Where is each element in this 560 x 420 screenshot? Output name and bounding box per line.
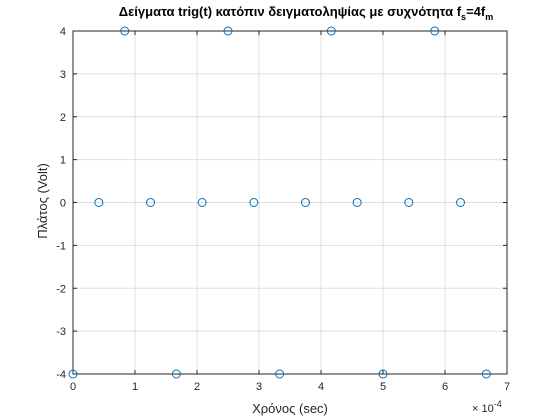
data-point-marker bbox=[94, 198, 104, 207]
data-point-marker bbox=[146, 198, 155, 207]
data-point-marker bbox=[326, 26, 336, 36]
x-tick-label: 5 bbox=[380, 381, 386, 393]
data-points bbox=[68, 26, 491, 379]
data-point-marker bbox=[404, 198, 414, 207]
y-tick-label: 2 bbox=[60, 112, 66, 124]
grid-lines bbox=[72, 30, 508, 375]
data-point-marker bbox=[352, 198, 362, 207]
data-point-marker bbox=[68, 369, 78, 379]
data-point-marker bbox=[275, 369, 285, 379]
title-subscript-s: s bbox=[461, 12, 466, 22]
data-point-marker bbox=[456, 198, 465, 207]
data-point-marker bbox=[430, 26, 440, 36]
y-tick-label: 1 bbox=[60, 155, 66, 167]
chart-title: Δείγματα trig(t) κατόπιν δειγματοληψίας … bbox=[119, 4, 493, 22]
data-point-marker bbox=[301, 198, 310, 207]
data-point-marker bbox=[249, 198, 259, 207]
x-tick-label: 0 bbox=[70, 381, 76, 393]
y-tick-label: -2 bbox=[56, 283, 66, 295]
y-tick-label: 4 bbox=[60, 26, 66, 38]
y-tick-label: -3 bbox=[56, 326, 66, 338]
data-point-marker bbox=[378, 369, 388, 379]
data-point-marker bbox=[197, 198, 207, 207]
y-tick-label: -1 bbox=[56, 240, 66, 252]
y-tick-label: 0 bbox=[60, 198, 66, 210]
x-tick-label: 7 bbox=[504, 381, 510, 393]
y-tick-label: 3 bbox=[60, 69, 66, 81]
chart-title-text: Δείγματα trig(t) κατόπιν δειγματοληψίας … bbox=[119, 4, 453, 19]
x-axis-label: Χρόνος (sec) bbox=[252, 401, 328, 416]
x-axis-exponent: × 10-4 bbox=[472, 399, 502, 415]
axis-ticks: 0 1 2 3 4 5 6 7 -4 -3 -2 -1 0 1 2 3 4 bbox=[56, 26, 510, 393]
x-tick-label: 4 bbox=[318, 381, 324, 393]
data-point-marker bbox=[481, 369, 491, 379]
x-tick-label: 6 bbox=[442, 381, 448, 393]
data-point-marker bbox=[223, 26, 233, 36]
y-tick-label: -4 bbox=[56, 369, 66, 381]
title-subscript-m: m bbox=[485, 12, 493, 22]
x-tick-label: 3 bbox=[256, 381, 262, 393]
x-tick-label: 1 bbox=[132, 381, 138, 393]
y-axis-label: Πλάτος (Volt) bbox=[35, 163, 50, 239]
data-point-marker bbox=[120, 26, 130, 36]
x-tick-label: 2 bbox=[194, 381, 200, 393]
data-point-marker bbox=[171, 369, 181, 379]
